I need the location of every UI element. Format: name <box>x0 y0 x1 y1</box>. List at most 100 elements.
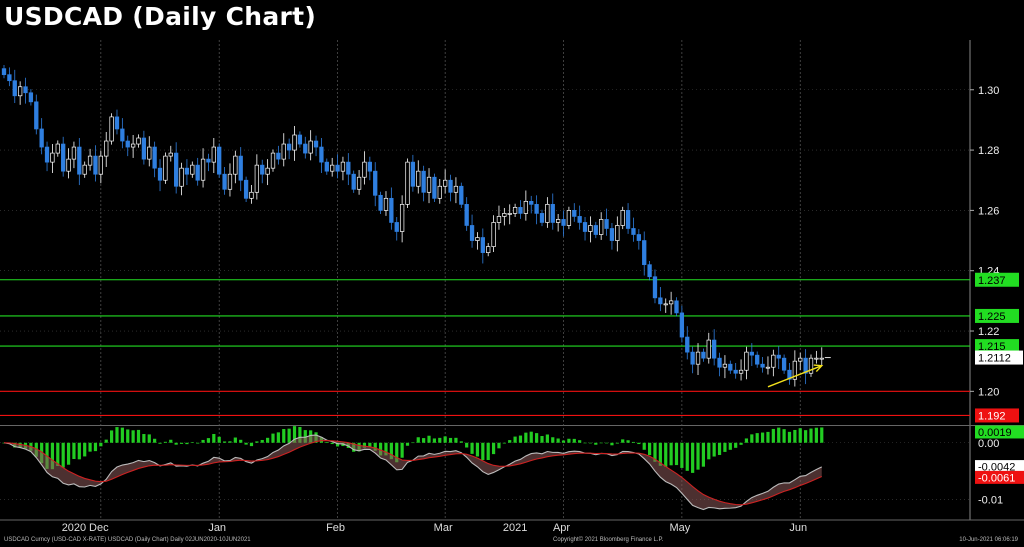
macd-histogram-bar <box>61 442 65 468</box>
macd-histogram-bar <box>335 442 340 447</box>
macd-histogram-bar <box>648 442 652 456</box>
candle-down <box>174 152 179 187</box>
macd-histogram-bar <box>777 427 781 443</box>
candle-down <box>260 164 265 175</box>
candle-up <box>50 152 55 163</box>
candle-up <box>281 143 286 160</box>
macd-histogram-bar <box>260 439 264 443</box>
chart-title: USDCAD (Daily Chart) <box>4 2 317 31</box>
year-label: 2020 <box>62 522 86 534</box>
macd-value-label: -0.0061 <box>978 472 1015 484</box>
candle-down <box>518 207 523 214</box>
macd-histogram-bar <box>717 442 722 455</box>
candle-down <box>642 240 647 266</box>
macd-histogram-bar <box>400 442 404 458</box>
candle-down <box>120 128 125 142</box>
macd-histogram-bar <box>610 442 614 446</box>
candle-down <box>206 158 211 163</box>
candle-down <box>367 161 372 172</box>
macd-histogram-bar <box>201 439 205 443</box>
candle-up <box>233 155 238 175</box>
macd-histogram-bar <box>551 437 555 443</box>
candle-down <box>679 312 685 338</box>
candle-down <box>658 297 663 305</box>
candle-up <box>104 140 109 157</box>
candle-up <box>475 237 480 241</box>
macd-histogram-bar <box>664 442 668 467</box>
y-tick-label: 1.26 <box>978 205 999 217</box>
candle-down <box>733 369 738 374</box>
candle-up <box>17 86 23 97</box>
candle-up <box>819 357 824 360</box>
macd-histogram-bar <box>104 439 108 443</box>
macd-histogram-bar <box>642 442 646 450</box>
macd-histogram-bar <box>502 442 506 444</box>
candle-down <box>378 194 383 211</box>
candle-down <box>728 363 733 371</box>
macd-histogram-bar <box>233 437 237 443</box>
candle-up <box>383 197 389 211</box>
y-tick-label: 1.22 <box>978 326 999 338</box>
candle-down <box>195 164 200 181</box>
macd-histogram-bar <box>701 442 705 467</box>
macd-histogram-bar <box>136 429 141 443</box>
candle-up <box>599 219 604 235</box>
candle-up <box>168 152 173 157</box>
macd-histogram-bar <box>529 431 533 443</box>
macd-histogram-bar <box>728 442 732 450</box>
macd-histogram-bar <box>465 442 469 448</box>
macd-histogram-bar <box>599 442 603 444</box>
candle-down <box>432 176 437 199</box>
candle-down <box>28 92 34 103</box>
candle-up <box>109 116 114 142</box>
candle-down <box>787 369 792 380</box>
macd-histogram-bar <box>83 442 87 457</box>
candle-up <box>663 303 668 306</box>
macd-histogram-bar <box>158 442 162 444</box>
macd-histogram-bar <box>798 428 802 443</box>
macd-histogram-bar <box>131 430 135 443</box>
candle-down <box>394 222 399 232</box>
candle-up <box>695 351 701 365</box>
candle-down <box>157 167 163 181</box>
macd-histogram-bar <box>206 438 211 443</box>
candle-up <box>362 161 367 178</box>
macd-histogram-bar <box>147 434 151 443</box>
year-label: 2021 <box>503 522 527 534</box>
macd-histogram-bar <box>475 442 480 457</box>
candle-down <box>776 354 781 359</box>
candle-up <box>512 207 518 214</box>
macd-histogram-bar <box>427 435 431 443</box>
macd-histogram-bar <box>524 432 528 443</box>
macd-histogram-bar <box>373 442 377 451</box>
candle-up <box>356 176 362 190</box>
macd-histogram-bar <box>685 442 689 471</box>
macd-histogram-bar <box>416 437 420 443</box>
candle-up <box>136 137 141 145</box>
macd-histogram-bar <box>443 436 447 443</box>
candle-down <box>803 357 808 374</box>
candle-up <box>399 204 405 232</box>
candle-down <box>636 234 641 241</box>
macd-histogram-bar <box>588 442 593 444</box>
macd-histogram-bar <box>115 427 119 443</box>
macd-histogram-bar <box>508 440 512 443</box>
macd-histogram-bar <box>604 442 609 444</box>
candle-down <box>781 357 787 371</box>
y-tick-label: 1.30 <box>978 85 999 97</box>
macd-histogram-bar <box>330 442 334 445</box>
macd-histogram-bar <box>804 430 808 443</box>
candle-down <box>184 167 190 175</box>
macd-histogram-bar <box>120 427 124 443</box>
macd-histogram-bar <box>222 441 227 443</box>
macd-histogram-bar <box>66 442 71 465</box>
y-tick-label: 1.28 <box>978 145 999 157</box>
macd-histogram-bar <box>712 442 716 457</box>
candle-down <box>534 204 539 214</box>
trend-arrow-head <box>813 364 824 373</box>
macd-histogram-bar <box>486 442 490 461</box>
candle-down <box>351 173 356 190</box>
candle-up <box>330 164 335 172</box>
macd-histogram-bar <box>368 442 372 447</box>
candle-down <box>238 155 243 181</box>
